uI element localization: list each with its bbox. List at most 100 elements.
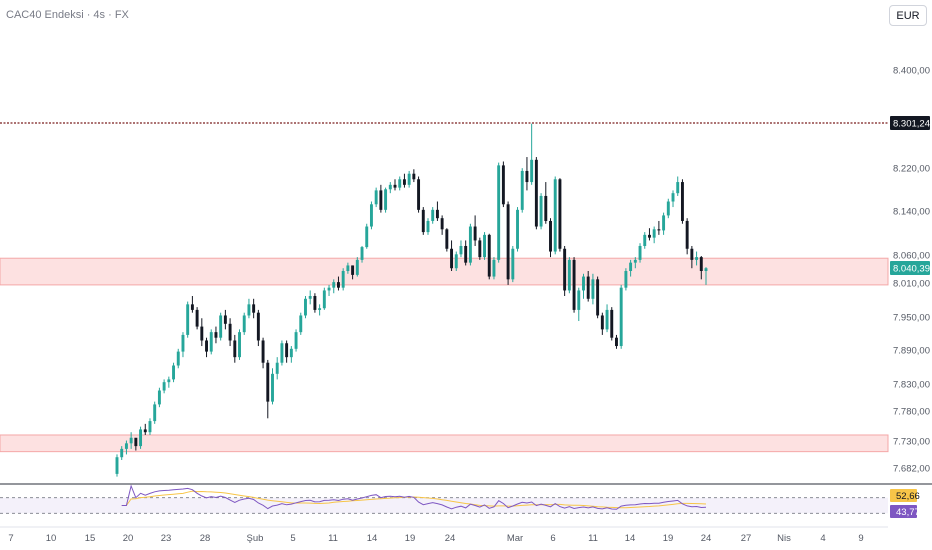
y-tick-label: 7.780,00 (893, 407, 930, 418)
candle-body (549, 220, 552, 252)
resistance-support-zone (0, 257, 889, 286)
candle-body (346, 265, 350, 271)
candle (511, 245, 515, 283)
candle-body (327, 287, 331, 291)
candle-body (478, 240, 482, 258)
candle-body (459, 245, 463, 255)
candle-body (487, 234, 491, 277)
candle-body (596, 279, 600, 316)
y-tick-label: 7.890,00 (893, 346, 930, 357)
candle (190, 296, 194, 313)
candle (600, 312, 604, 335)
candle-body (374, 190, 378, 205)
candle (355, 257, 359, 277)
candle-body (242, 315, 246, 333)
candle-body (252, 304, 256, 313)
candle-body (369, 204, 373, 227)
candle-body (219, 315, 223, 338)
x-tick-label: 14 (625, 533, 636, 544)
candle (464, 240, 468, 266)
candle-body (591, 279, 595, 299)
candle-body (299, 315, 303, 333)
currency-button[interactable]: EUR (889, 5, 927, 26)
x-tick-label: 5 (290, 533, 295, 544)
y-tick-label: 8.060,00 (893, 251, 930, 262)
candle-body (351, 265, 355, 275)
candle-body (124, 443, 128, 449)
candle (506, 201, 510, 285)
y-tick-label: 7.682,00 (893, 464, 930, 475)
candle (379, 184, 383, 213)
candle-body (120, 448, 124, 458)
candle (619, 284, 623, 349)
candle-body (308, 296, 312, 299)
candle-body (294, 332, 298, 349)
x-tick-label: 20 (123, 533, 134, 544)
candle-body (337, 282, 340, 288)
candle (195, 307, 199, 330)
candle-body (402, 179, 406, 185)
candle (497, 162, 501, 263)
candle (393, 179, 397, 191)
candle-body (704, 268, 708, 271)
candle (285, 340, 289, 363)
candle (544, 182, 548, 224)
candle (337, 276, 340, 291)
candle-body (553, 179, 557, 252)
level-price-tag (890, 116, 930, 130)
candle (124, 440, 128, 455)
candle-body (407, 173, 411, 185)
candle-body (563, 248, 567, 291)
candle (596, 276, 600, 319)
candle-body (558, 179, 562, 249)
candle (304, 296, 307, 319)
candle (398, 176, 402, 191)
candle (680, 179, 684, 224)
x-tick-label: 9 (858, 533, 863, 544)
candle-body (195, 309, 199, 327)
candle-body (332, 282, 336, 288)
x-tick-label: Nis (777, 533, 791, 544)
candle (563, 245, 567, 297)
candle (289, 346, 293, 363)
candle (205, 337, 208, 358)
candle (426, 218, 430, 235)
candle-body (582, 276, 585, 291)
candle (120, 446, 124, 460)
candle (431, 207, 435, 224)
candle-body (695, 257, 699, 260)
candle (647, 228, 651, 241)
candle (299, 312, 303, 335)
candle (318, 304, 322, 316)
chart-title: CAC40 Endeksi · 4s · FX (6, 9, 129, 21)
candle-body (577, 290, 581, 310)
candle-body (605, 309, 609, 330)
candle (520, 168, 524, 213)
last-price-tag (890, 261, 930, 275)
candle (313, 293, 317, 313)
candle-body (544, 195, 548, 221)
candle (242, 312, 246, 335)
candle (530, 123, 534, 185)
x-tick-label: 19 (405, 533, 416, 544)
candle-body (271, 373, 274, 402)
candle-body (676, 182, 680, 194)
candle-body (322, 290, 326, 309)
candle (261, 337, 265, 369)
candle-body (516, 209, 519, 249)
rsi-ma-value: 52,66 (896, 491, 920, 502)
candle-body (497, 165, 501, 260)
candle (252, 298, 256, 319)
candle-body (115, 457, 119, 474)
candle (516, 207, 519, 252)
candle (200, 318, 204, 347)
candle (671, 190, 675, 208)
candle-body (629, 262, 633, 271)
candle (478, 237, 482, 260)
candle-body (134, 437, 138, 447)
candle-body (228, 323, 232, 341)
candle (186, 301, 190, 338)
candle-body (567, 259, 571, 291)
candle (539, 193, 543, 230)
